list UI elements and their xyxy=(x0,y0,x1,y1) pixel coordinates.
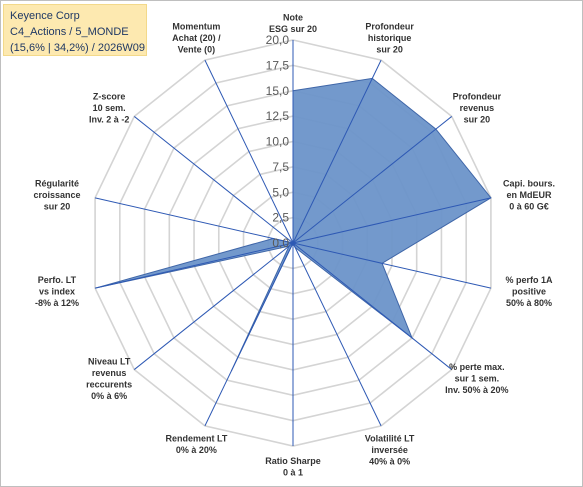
axis-label-line: 10 sem. xyxy=(93,103,126,113)
axis-label-line: Perfo. LT xyxy=(38,275,77,285)
axis-spoke xyxy=(133,242,294,370)
axis-spoke xyxy=(292,197,492,244)
axis-label-line: % perfo 1A xyxy=(506,275,554,285)
axis-label-line: Rendement LT xyxy=(165,433,227,443)
tick-label: 20,0 xyxy=(266,33,290,47)
axis-label-line: sur 20 xyxy=(44,202,71,212)
tick-label: 7,5 xyxy=(272,160,289,174)
axis-label-line: historique xyxy=(368,33,412,43)
axis-spoke xyxy=(292,116,453,244)
axis-label: Profondeur revenus sur 20 xyxy=(453,92,502,125)
title-line-stats: (15,6% | 34,2%) / 2026W09 xyxy=(10,42,145,54)
axis-label: Rendement LT 0% à 20% xyxy=(165,433,227,455)
axis-label-line: reccurents xyxy=(86,379,132,389)
axis-label-line: sur 20 xyxy=(376,44,403,54)
axis-spoke xyxy=(292,242,492,289)
axis-label: Z-score 10 sem. Inv. 2 à -2 xyxy=(89,92,129,125)
tick-label: 5,0 xyxy=(272,185,289,199)
axis-label-line: Note xyxy=(283,13,303,23)
axis-label-line: 40% à 0% xyxy=(369,456,410,466)
axis-label: % perte max. sur 1 sem. Inv. 50% à 20% xyxy=(445,362,508,395)
axis-label: Profondeur historique sur 20 xyxy=(365,21,414,54)
axis-label-line: 50% à 80% xyxy=(506,298,552,308)
axis-label-line: Momentum xyxy=(172,21,220,31)
axis-label: Momentum Achat (20) / Vente (0) xyxy=(172,21,221,54)
axis-label-line: Inv. 50% à 20% xyxy=(445,385,508,395)
axis-label: Perfo. LT vs index -8% à 12% xyxy=(35,275,79,308)
tick-label: 12,5 xyxy=(266,109,290,123)
tick-label: 0,0 xyxy=(272,236,289,250)
axis-spoke xyxy=(94,197,294,244)
axis-spoke xyxy=(204,59,294,244)
title-line-category: C4_Actions / 5_MONDE xyxy=(10,26,129,38)
axis-spoke xyxy=(292,59,382,244)
axis-label: Note ESG sur 20 xyxy=(269,13,317,35)
tick-label: 10,0 xyxy=(266,135,290,149)
axis-label-line: Profondeur xyxy=(365,21,414,31)
axis-label-line: -8% à 12% xyxy=(35,298,79,308)
axis-label: Niveau LT revenus reccurents 0% à 6% xyxy=(86,356,132,401)
axis-label: Volatilité LT inversée 40% à 0% xyxy=(365,433,415,466)
axis-label-line: inversée xyxy=(371,445,408,455)
title-line-company: Keyence Corp xyxy=(10,10,80,22)
axis-label: Capi. bours. en MdEUR 0 à 60 G€ xyxy=(503,179,555,212)
axis-label: % perfo 1A positive 50% à 80% xyxy=(506,275,554,308)
axis-label: Régularité croissance sur 20 xyxy=(33,179,80,212)
axis-label-line: positive xyxy=(512,287,546,297)
axis-spoke xyxy=(292,242,382,427)
axis-spoke xyxy=(292,242,453,370)
axis-label-line: Régularité xyxy=(35,179,79,189)
chart-title-box: Keyence Corp C4_Actions / 5_MONDE (15,6%… xyxy=(3,4,147,56)
axis-label-line: revenus xyxy=(460,103,495,113)
axis-label-line: 0% à 6% xyxy=(91,391,127,401)
axis-label-line: en MdEUR xyxy=(507,190,553,200)
axis-label-line: 0 à 60 G€ xyxy=(509,202,549,212)
axis-label-line: Capi. bours. xyxy=(503,179,555,189)
axis-label-line: ESG sur 20 xyxy=(269,24,317,34)
axis-label: Ratio Sharpe 0 à 1 xyxy=(265,456,321,478)
axis-label-line: Profondeur xyxy=(453,92,502,102)
axis-label-line: revenus xyxy=(92,368,127,378)
axis-label-line: Inv. 2 à -2 xyxy=(89,115,129,125)
axis-spoke xyxy=(133,116,294,244)
axis-label-line: % perte max. xyxy=(449,362,505,372)
axis-label-line: Achat (20) / xyxy=(172,33,221,43)
axis-label-line: Ratio Sharpe xyxy=(265,456,321,466)
axis-spoke xyxy=(204,242,294,427)
axis-label-line: Z-score xyxy=(93,92,126,102)
axis-spoke xyxy=(94,242,294,289)
axis-label-line: Volatilité LT xyxy=(365,433,415,443)
tick-label: 17,5 xyxy=(266,58,290,72)
axis-label-line: Vente (0) xyxy=(178,44,216,54)
axis-label-line: Niveau LT xyxy=(88,356,131,366)
axis-label-line: sur 1 sem. xyxy=(455,374,500,384)
tick-label: 2,5 xyxy=(272,211,289,225)
axis-label-line: vs index xyxy=(39,287,75,297)
axis-label-line: 0% à 20% xyxy=(176,445,217,455)
axis-label-line: croissance xyxy=(33,190,80,200)
tick-label: 15,0 xyxy=(266,84,290,98)
axis-label-line: sur 20 xyxy=(464,115,491,125)
axis-label-line: 0 à 1 xyxy=(283,468,303,478)
